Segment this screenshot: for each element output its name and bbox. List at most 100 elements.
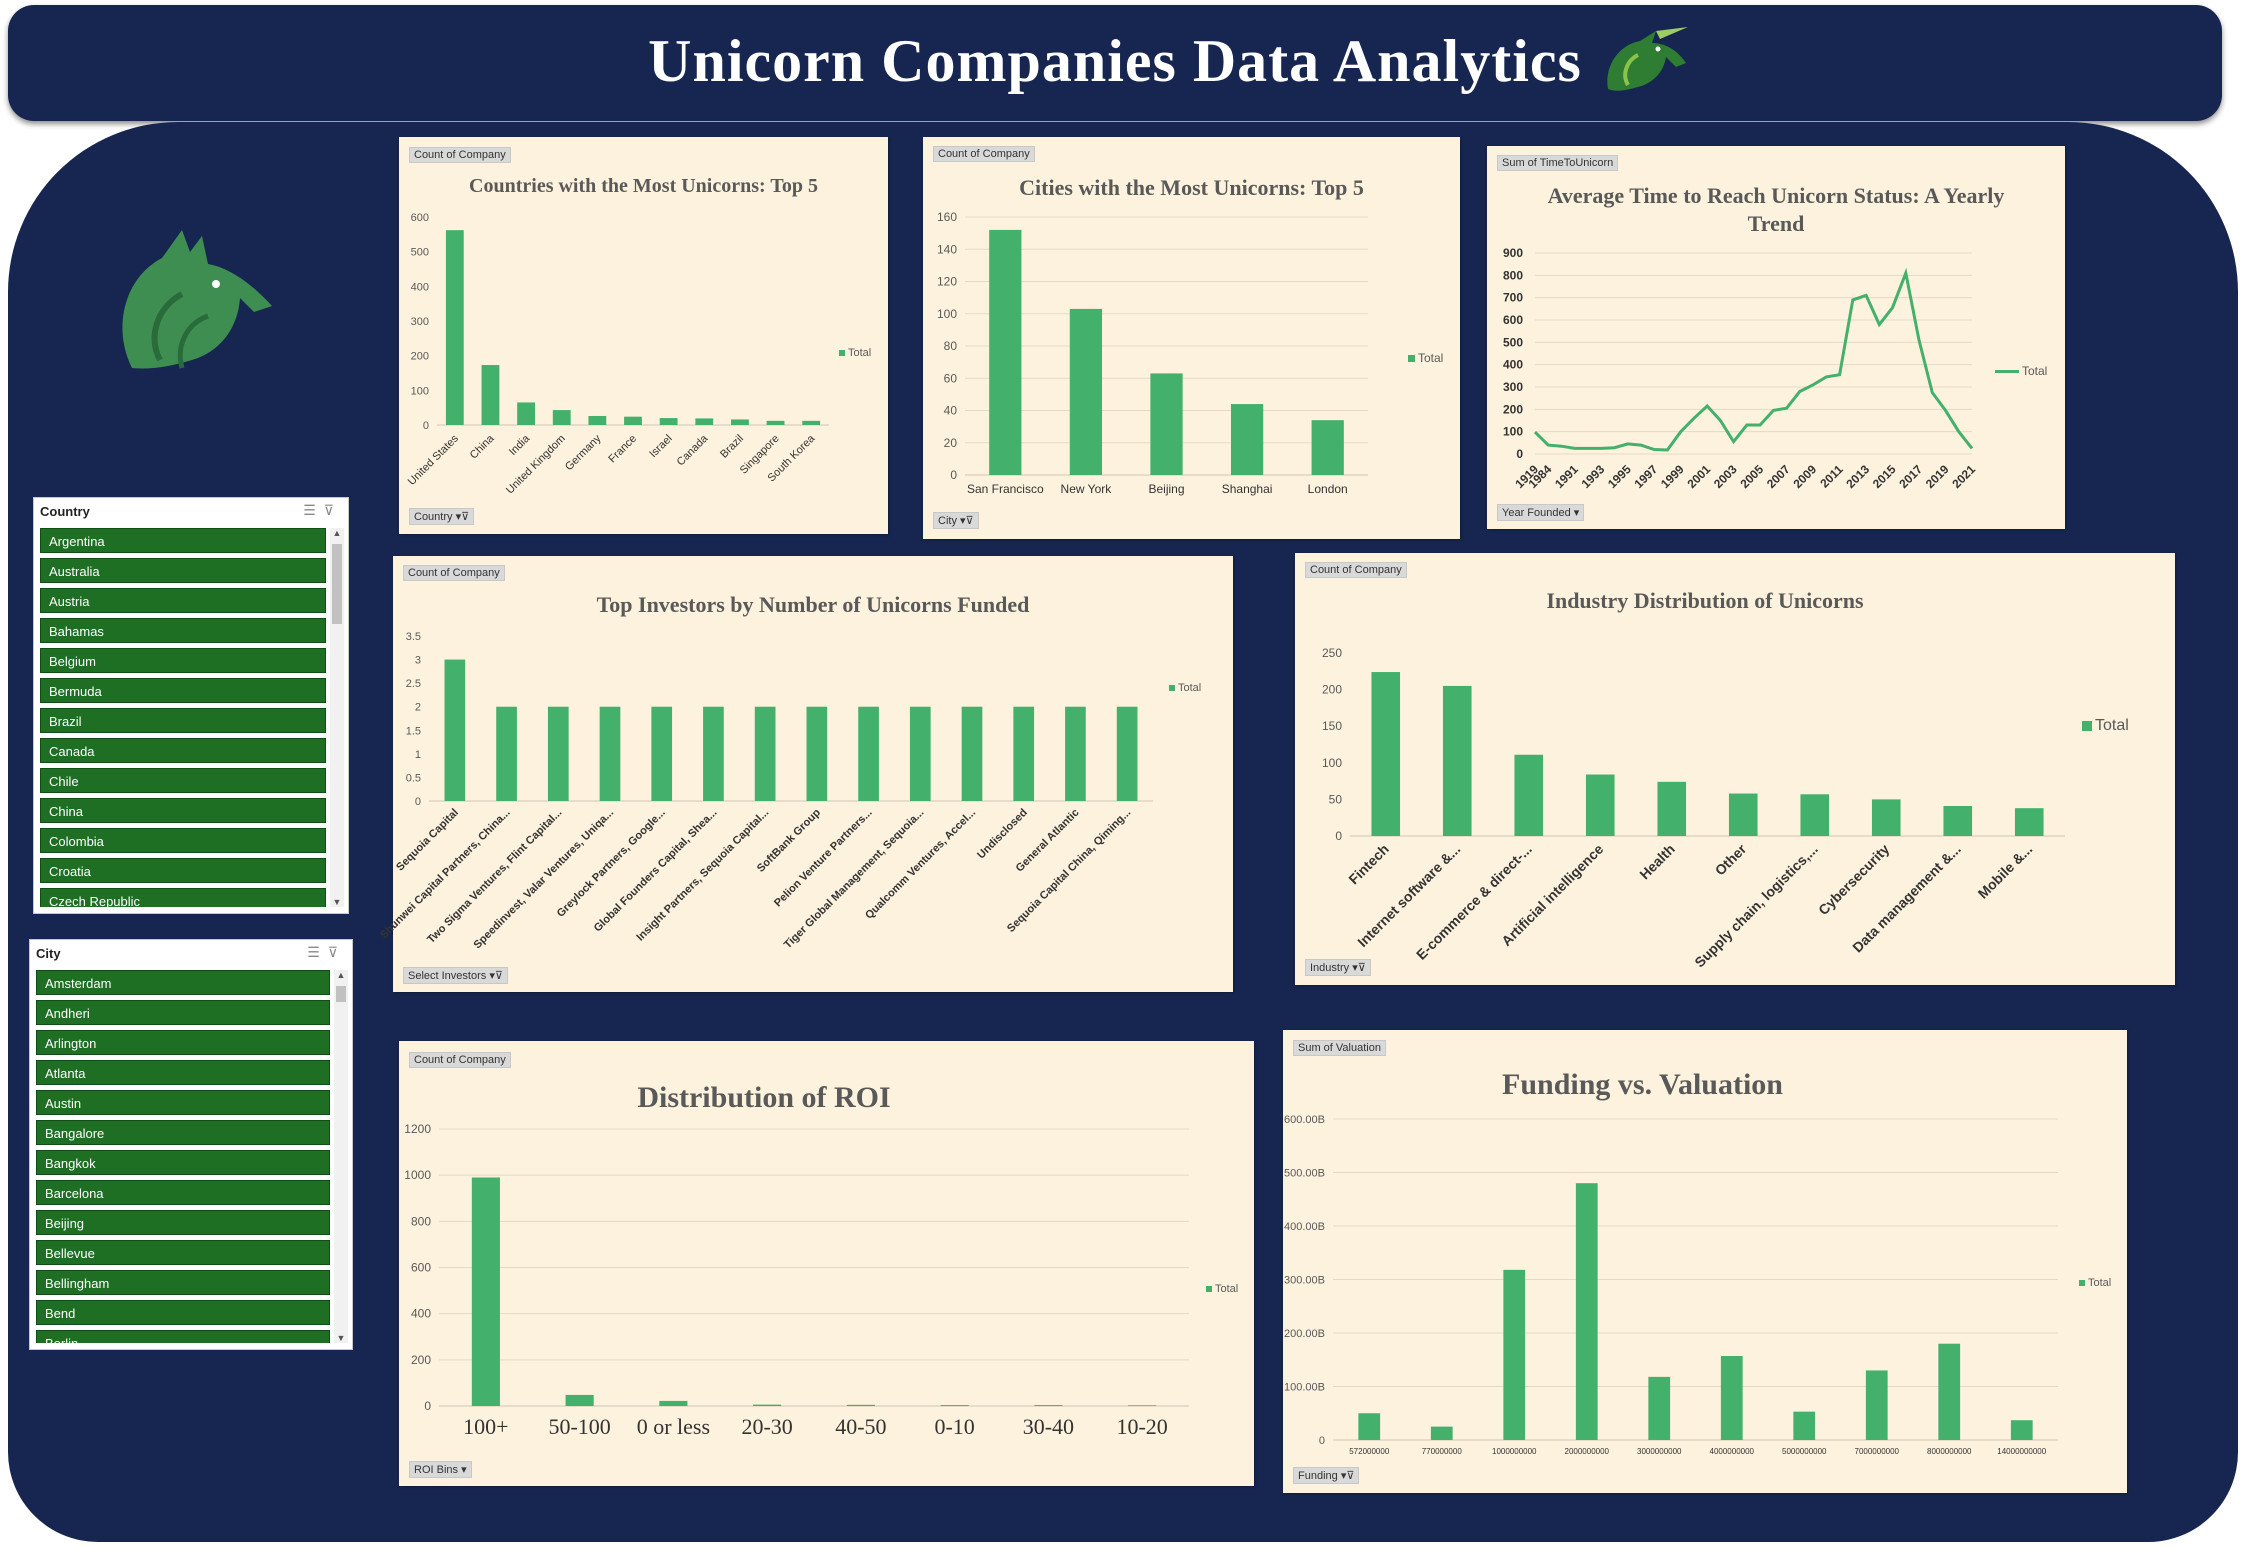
scroll-up-icon[interactable]: ▲ — [332, 528, 342, 538]
slicer-scrollbar[interactable]: ▲ ▼ — [330, 528, 344, 907]
category-label: 5000000000 — [1782, 1447, 1827, 1456]
investors-chart-panel: Count of Company Top Investors by Number… — [378, 556, 1233, 992]
category-label: E-commerce & direct-... — [1413, 841, 1535, 963]
y-tick-label: 600 — [1503, 313, 1523, 327]
slicer-title: City — [36, 946, 61, 961]
chart-legend: Total — [2079, 1277, 2111, 1289]
slicer-item[interactable]: Barcelona — [36, 1180, 330, 1205]
category-label: 50-100 — [548, 1414, 610, 1439]
slicer-scrollbar[interactable]: ▲ ▼ — [334, 970, 348, 1343]
bar-7 — [1128, 1405, 1157, 1406]
slicer-item[interactable]: Colombia — [40, 828, 326, 853]
filter-field-button[interactable]: Country ▾⊽ — [409, 508, 475, 525]
slicer-item[interactable]: China — [40, 798, 326, 823]
clear-filter-icon[interactable]: ⊽ — [323, 502, 342, 518]
value-field-button[interactable]: Count of Company — [933, 146, 1035, 162]
multi-select-icon[interactable]: ☰ — [307, 944, 328, 960]
cities-chart-panel: Count of Company Cities with the Most Un… — [923, 137, 1460, 539]
y-tick-label: 500 — [1503, 335, 1523, 349]
slicer-item[interactable]: Austria — [40, 588, 326, 613]
category-label: Greylock Partners, Google... — [555, 807, 668, 920]
slicer-item[interactable]: Chile — [40, 768, 326, 793]
filter-field-button[interactable]: Year Founded ▾ — [1497, 504, 1585, 521]
category-label: Pelion Venture Partners... — [772, 807, 875, 910]
slicer-list: Amsterdam Andheri Arlington Atlanta Austin Ba… — [36, 970, 330, 1343]
slicer-item[interactable]: Atlanta — [36, 1060, 330, 1085]
category-label: Israel — [647, 433, 675, 461]
slicer-item[interactable]: Amsterdam — [36, 970, 330, 995]
category-label: Qualcomm Ventures, Accel... — [863, 807, 978, 922]
value-field-button[interactable]: Sum of Valuation — [1293, 1040, 1386, 1056]
value-field-button[interactable]: Count of Company — [409, 1052, 511, 1068]
filter-field-button[interactable]: City ▾⊽ — [933, 512, 979, 529]
slicer-item[interactable]: Berlin — [36, 1330, 330, 1343]
slicer-item[interactable]: Brazil — [40, 708, 326, 733]
slicer-item[interactable]: Argentina — [40, 528, 326, 553]
filter-field-button[interactable]: Funding ▾⊽ — [1293, 1467, 1360, 1484]
roi-bar-chart: 0 200 400 600 800 1000 1200 100+ 50-100 0 or less… — [404, 1122, 1189, 1439]
y-tick-label: 160 — [937, 210, 957, 224]
category-label: Health — [1636, 841, 1678, 883]
scroll-down-icon[interactable]: ▼ — [332, 897, 342, 907]
slicer-item[interactable]: Bangkok — [36, 1150, 330, 1175]
scroll-down-icon[interactable]: ▼ — [336, 1333, 346, 1343]
value-field-button[interactable]: Sum of TimeToUnicorn — [1497, 155, 1619, 171]
slicer-item[interactable]: Bahamas — [40, 618, 326, 643]
bar-8 — [1938, 1343, 1961, 1440]
slicer-item[interactable]: Bermuda — [40, 678, 326, 703]
slicer-item[interactable]: Bellevue — [36, 1240, 330, 1265]
y-tick-label: 1000 — [404, 1168, 431, 1182]
slicer-item[interactable]: Austin — [36, 1090, 330, 1115]
category-label: Undisclosed — [975, 807, 1030, 862]
slicer-item[interactable]: Arlington — [36, 1030, 330, 1055]
category-label: Supply chain, logistics,... — [1691, 841, 1821, 971]
bar-11 — [1013, 706, 1035, 801]
bar-3 — [1575, 1183, 1598, 1440]
y-tick-label: 300 — [411, 316, 429, 328]
bar-2 — [659, 1400, 688, 1406]
slicer-item[interactable]: Belgium — [40, 648, 326, 673]
country-slicer[interactable]: Country ☰⊽ Argentina Australia Austria Baha… — [33, 497, 349, 914]
slicer-list: Argentina Australia Austria Bahamas Belgium B… — [40, 528, 326, 907]
multi-select-icon[interactable]: ☰ — [303, 502, 324, 518]
y-tick-label: 20 — [944, 436, 958, 450]
slicer-item[interactable]: Beijing — [36, 1210, 330, 1235]
bar-1 — [1430, 1426, 1453, 1440]
slicer-item[interactable]: Croatia — [40, 858, 326, 883]
city-slicer[interactable]: City ☰⊽ Amsterdam Andheri Arlington Atlanta… — [29, 939, 353, 1350]
filter-field-button[interactable]: Select Investors ▾⊽ — [403, 967, 508, 984]
slicer-item[interactable]: Andheri — [36, 1000, 330, 1025]
value-field-button[interactable]: Count of Company — [1305, 562, 1407, 578]
scroll-up-icon[interactable]: ▲ — [336, 970, 346, 980]
category-label: Germany — [563, 432, 604, 473]
value-field-button[interactable]: Count of Company — [403, 565, 505, 581]
bar-3 — [552, 410, 571, 425]
x-tick-label: 2007 — [1764, 462, 1793, 491]
slicer-item[interactable]: Bend — [36, 1300, 330, 1325]
category-label: 14000000000 — [1997, 1447, 2046, 1456]
slicer-item[interactable]: Australia — [40, 558, 326, 583]
value-field-button[interactable]: Count of Company — [409, 147, 511, 163]
filter-field-button[interactable]: ROI Bins ▾ — [409, 1461, 472, 1478]
slicer-item[interactable]: Bangalore — [36, 1120, 330, 1145]
bar-4 — [846, 1404, 875, 1406]
bar-0 — [445, 230, 464, 425]
slicer-item[interactable]: Bellingham — [36, 1270, 330, 1295]
clear-filter-icon[interactable]: ⊽ — [327, 944, 346, 960]
y-tick-label: 300 — [1503, 380, 1523, 394]
bar-3 — [1230, 404, 1264, 475]
unicorn-logo-icon — [1600, 27, 1696, 104]
slicer-item[interactable]: Canada — [40, 738, 326, 763]
filter-field-button[interactable]: Industry ▾⊽ — [1305, 959, 1371, 976]
scroll-thumb[interactable] — [336, 986, 346, 1002]
x-tick-label: 1997 — [1632, 462, 1661, 491]
category-label: India — [507, 432, 533, 458]
scroll-thumb[interactable] — [332, 544, 342, 624]
y-tick-label: 0 — [423, 420, 429, 432]
y-tick-label: 50 — [1329, 792, 1343, 806]
slicer-item[interactable]: Czech Republic — [40, 888, 326, 907]
chart-title: Countries with the Most Unicorns: Top 5 — [469, 175, 818, 197]
x-tick-label: 2001 — [1684, 462, 1713, 491]
bar-1 — [1442, 685, 1472, 836]
